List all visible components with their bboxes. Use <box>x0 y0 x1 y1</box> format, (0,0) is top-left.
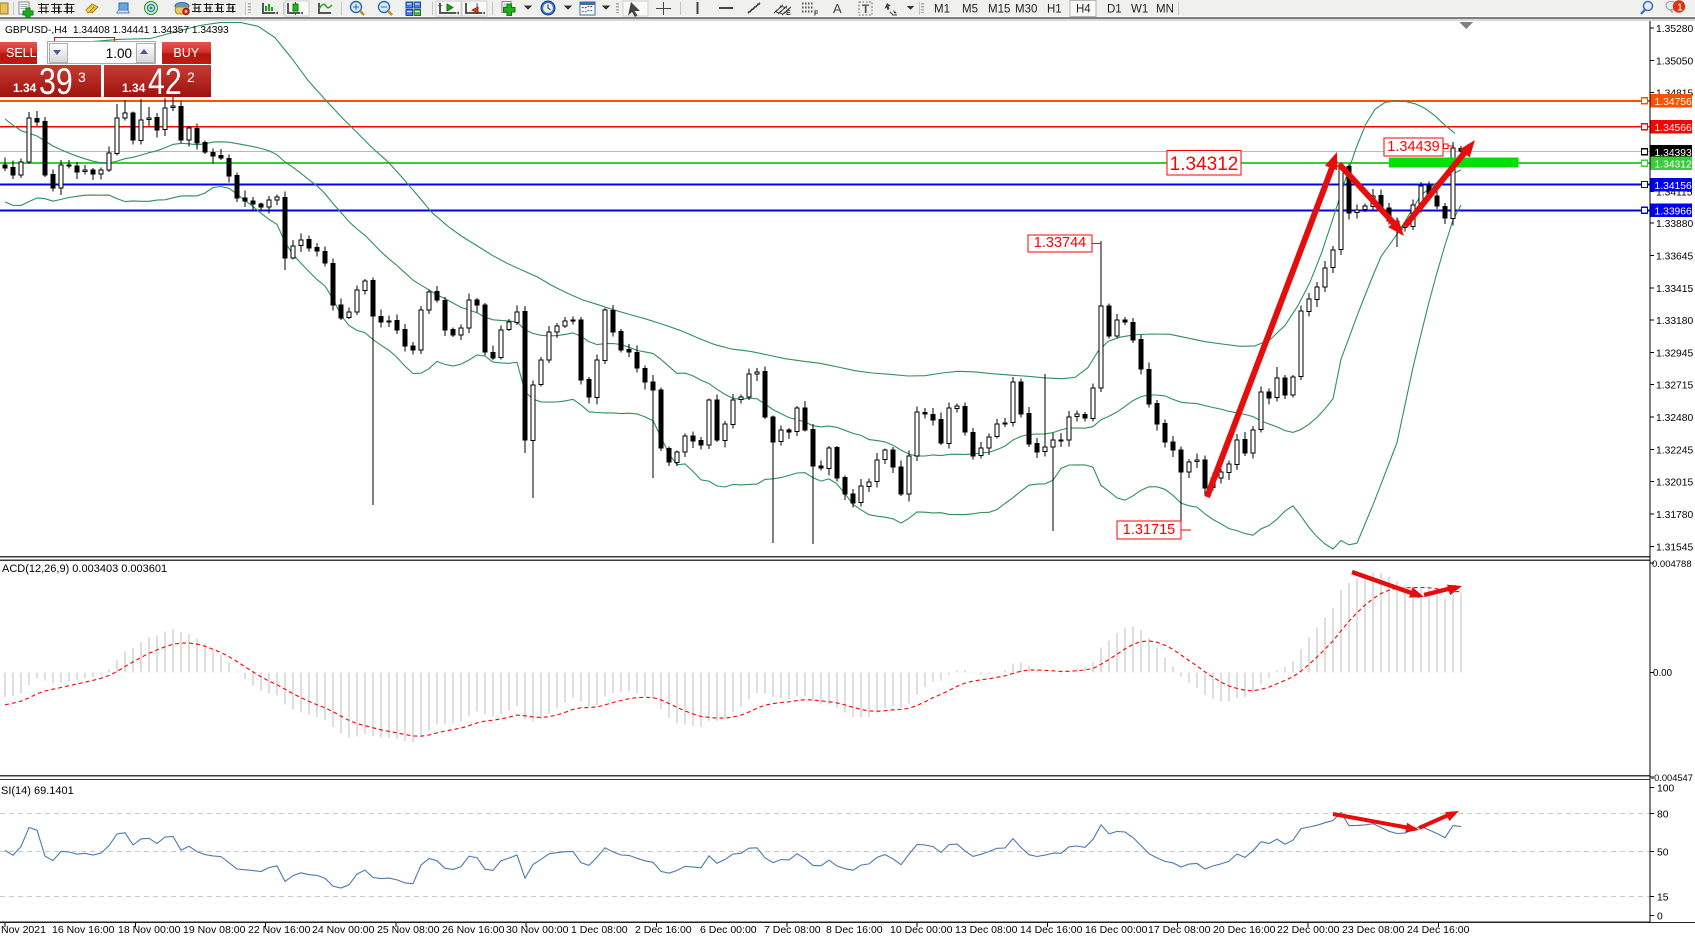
svg-text:18 Nov 00:00: 18 Nov 00:00 <box>118 924 181 936</box>
svg-text:W1: W1 <box>1131 4 1148 16</box>
svg-text:24 Dec 16:00: 24 Dec 16:00 <box>1407 924 1470 936</box>
svg-text:1.35050: 1.35050 <box>1656 56 1693 67</box>
svg-text:7 Dec 08:00: 7 Dec 08:00 <box>764 924 821 936</box>
svg-text:-0.004547: -0.004547 <box>1651 773 1693 783</box>
svg-text:50: 50 <box>1657 848 1669 859</box>
svg-text:1.32015: 1.32015 <box>1656 478 1693 489</box>
svg-text:SI(14) 69.1401: SI(14) 69.1401 <box>1 785 74 797</box>
svg-text:17 Dec 08:00: 17 Dec 08:00 <box>1148 924 1211 936</box>
svg-text:M15: M15 <box>988 4 1010 16</box>
svg-text:M5: M5 <box>962 4 978 16</box>
svg-text:22 Nov 16:00: 22 Nov 16:00 <box>248 924 311 936</box>
svg-text:ACD(12,26,9) 0.003403 0.003601: ACD(12,26,9) 0.003403 0.003601 <box>2 563 167 575</box>
svg-text:1.32945: 1.32945 <box>1656 348 1693 359</box>
svg-text:1 Dec 08:00: 1 Dec 08:00 <box>571 924 628 936</box>
svg-text:1.34393: 1.34393 <box>1655 148 1692 159</box>
svg-text:Nov 2021: Nov 2021 <box>1 924 46 936</box>
svg-text:23 Dec 08:00: 23 Dec 08:00 <box>1342 924 1405 936</box>
svg-text:1.34312: 1.34312 <box>1170 154 1239 175</box>
svg-text:MN: MN <box>1156 4 1174 16</box>
svg-text:100: 100 <box>1657 784 1674 795</box>
svg-text:1.31715: 1.31715 <box>1123 522 1175 538</box>
svg-text:1.33645: 1.33645 <box>1656 251 1693 262</box>
svg-text:1.34439: 1.34439 <box>1387 139 1439 155</box>
svg-text:D1: D1 <box>1107 4 1122 16</box>
svg-text:1.34756: 1.34756 <box>1655 97 1692 108</box>
svg-text:1.32715: 1.32715 <box>1656 381 1693 392</box>
svg-text:M1: M1 <box>934 4 950 16</box>
svg-text:0: 0 <box>1657 912 1663 923</box>
svg-text:1: 1 <box>1677 2 1683 14</box>
svg-text:1.33880: 1.33880 <box>1656 219 1693 230</box>
svg-text:A: A <box>833 1 842 16</box>
svg-text:20 Dec 16:00: 20 Dec 16:00 <box>1213 924 1276 936</box>
svg-text:0.004788: 0.004788 <box>1652 559 1692 570</box>
svg-text:1.34156: 1.34156 <box>1655 181 1692 192</box>
svg-text:M30: M30 <box>1015 4 1037 16</box>
svg-text:1.33180: 1.33180 <box>1656 316 1693 327</box>
svg-text:F: F <box>814 11 819 18</box>
svg-text:6 Dec 00:00: 6 Dec 00:00 <box>700 924 757 936</box>
svg-text:16 Nov 16:00: 16 Nov 16:00 <box>52 924 115 936</box>
svg-text:E: E <box>786 10 791 17</box>
svg-text:0.00: 0.00 <box>1653 668 1673 679</box>
svg-text:14 Dec 16:00: 14 Dec 16:00 <box>1020 924 1083 936</box>
svg-text:10 Dec 00:00: 10 Dec 00:00 <box>890 924 953 936</box>
svg-text:1.31545: 1.31545 <box>1656 542 1693 553</box>
svg-text:15: 15 <box>1657 892 1669 903</box>
svg-text:8 Dec 16:00: 8 Dec 16:00 <box>826 924 883 936</box>
svg-text:1.33966: 1.33966 <box>1655 207 1692 218</box>
svg-text:H1: H1 <box>1047 4 1062 16</box>
svg-text:1.32245: 1.32245 <box>1656 445 1693 456</box>
svg-text:1.33415: 1.33415 <box>1656 284 1693 295</box>
svg-text:1.34312: 1.34312 <box>1655 159 1692 170</box>
svg-text:24 Nov 00:00: 24 Nov 00:00 <box>312 924 375 936</box>
svg-text:1.31780: 1.31780 <box>1656 510 1693 521</box>
svg-text:T: T <box>862 2 870 16</box>
svg-text:26 Nov 16:00: 26 Nov 16:00 <box>442 924 505 936</box>
svg-text:80: 80 <box>1657 809 1669 820</box>
svg-text:30 Nov 00:00: 30 Nov 00:00 <box>506 924 569 936</box>
svg-text:16 Dec 00:00: 16 Dec 00:00 <box>1085 924 1148 936</box>
svg-text:1.32480: 1.32480 <box>1656 413 1693 424</box>
svg-text:H4: H4 <box>1076 4 1091 16</box>
svg-text:25 Nov 08:00: 25 Nov 08:00 <box>377 924 440 936</box>
svg-text:22 Dec 00:00: 22 Dec 00:00 <box>1277 924 1340 936</box>
svg-text:13 Dec 08:00: 13 Dec 08:00 <box>955 924 1018 936</box>
svg-text:1.34115: 1.34115 <box>1656 187 1693 198</box>
svg-text:1.35280: 1.35280 <box>1656 24 1693 35</box>
svg-text:19 Nov 08:00: 19 Nov 08:00 <box>183 924 246 936</box>
svg-text:2 Dec 16:00: 2 Dec 16:00 <box>635 924 692 936</box>
svg-text:1.33744: 1.33744 <box>1034 235 1086 251</box>
svg-text:1.34566: 1.34566 <box>1655 123 1692 134</box>
